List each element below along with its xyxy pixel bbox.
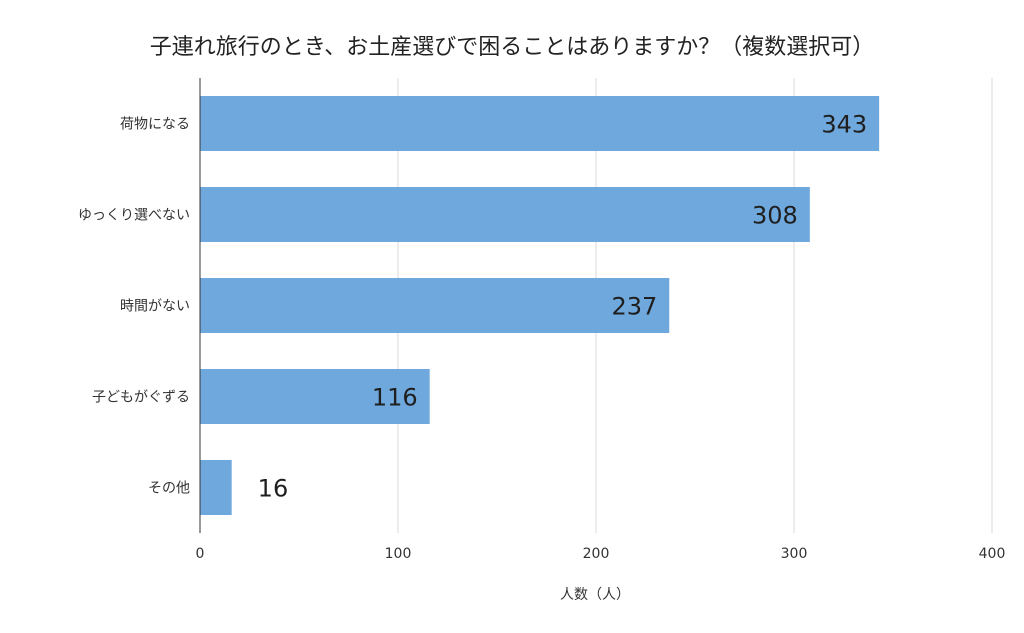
x-tick-label: 0 [196, 546, 205, 562]
bars: 343 308 237 116 16 [200, 96, 880, 515]
x-tick-label: 200 [583, 546, 610, 562]
axes: 0 100 200 300 400 荷物になるゆっくり選べない時間がない子どもがぐずるその… [78, 78, 1005, 562]
bar [200, 187, 810, 242]
x-tick-label: 100 [385, 546, 412, 562]
data-label: 16 [258, 475, 289, 503]
bar [200, 278, 670, 333]
bar [200, 460, 232, 515]
data-label: 343 [821, 111, 867, 139]
x-tick-label: 300 [781, 546, 808, 562]
category-label: 荷物になる [120, 117, 190, 133]
data-label: 308 [752, 202, 798, 230]
data-label: 116 [372, 384, 418, 412]
category-label: ゆっくり選べない [78, 208, 190, 224]
x-axis-title: 人数（人） [560, 587, 630, 603]
category-label: その他 [148, 481, 190, 497]
bar [200, 96, 880, 151]
x-tick-label: 400 [979, 546, 1006, 562]
category-label: 時間がない [120, 299, 190, 315]
data-label: 237 [611, 293, 657, 321]
category-label: 子どもがぐずる [92, 390, 190, 406]
chart-title: 子連れ旅行のとき、お土産選びで困ることはありますか？（複数選択可） [150, 35, 874, 60]
bar [200, 369, 430, 424]
